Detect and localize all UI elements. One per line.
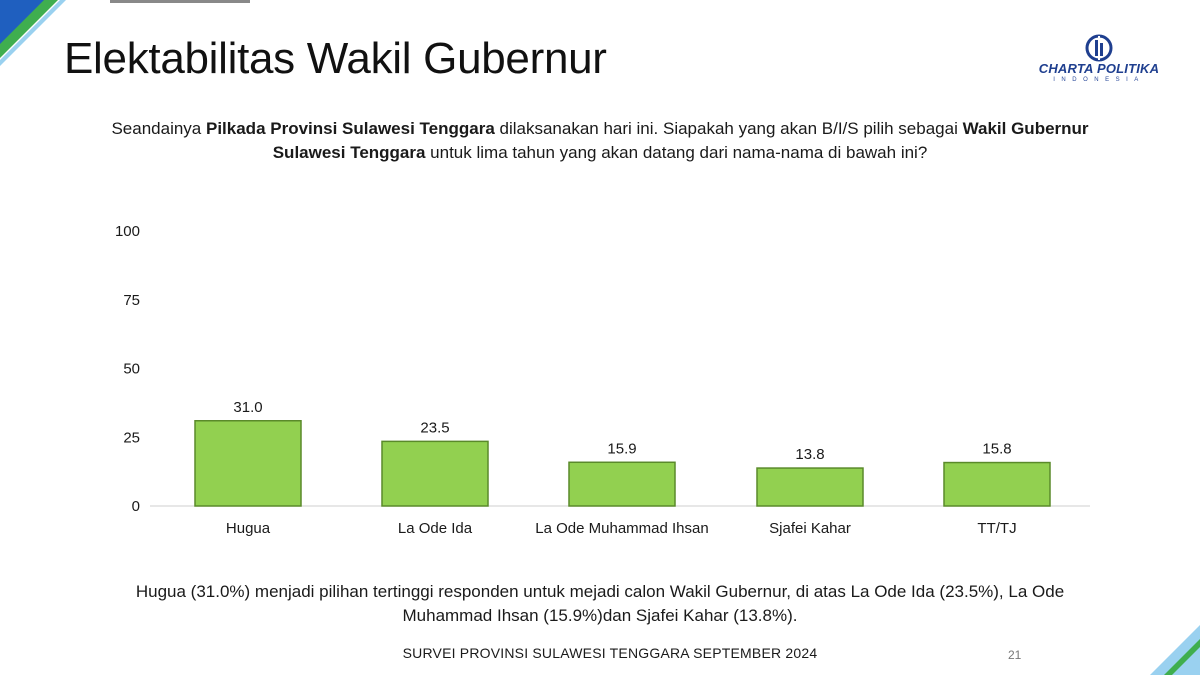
summary-line-2: Muhammad Ihsan (15.9%)dan Sjafei Kahar (… — [402, 606, 798, 625]
page-title: Elektabilitas Wakil Gubernur — [64, 34, 607, 83]
footer-survey-title: SURVEI PROVINSI SULAWESI TENGGARA SEPTEM… — [402, 645, 818, 661]
x-category-label: La Ode Ida — [398, 520, 473, 537]
bar-value-label: 15.8 — [982, 441, 1011, 458]
bar — [381, 440, 489, 507]
question-text-3: untuk lima tahun yang akan datang dari n… — [425, 143, 928, 162]
x-category-label: Hugua — [226, 520, 271, 537]
bar-value-label: 13.8 — [795, 446, 824, 463]
question-bold-1: Pilkada Provinsi Sulawesi Tenggara — [205, 119, 495, 138]
logo: CHARTA POLITIKA INDONESIA — [1026, 34, 1172, 90]
x-category-label: TT/TJ — [977, 520, 1016, 537]
page-number: 21 — [1008, 648, 1022, 662]
corner-decoration-bottom-right — [1150, 625, 1200, 675]
question-text-1: Seandainya — [111, 119, 206, 138]
corner-decoration-top-left — [0, 0, 66, 66]
bar-chart: 0 25 50 75 100 31.0 Hugua 23.5 La Ode Ida 15.9 La … — [115, 223, 1090, 537]
bar-value-label: 23.5 — [420, 419, 449, 436]
charta-politika-logo-icon — [1085, 34, 1113, 62]
y-tick-label: 0 — [132, 498, 140, 515]
y-tick-label: 50 — [123, 361, 140, 378]
survey-question: Seandainya Pilkada Provinsi Sulawesi Ten… — [90, 117, 1110, 165]
y-tick-label: 75 — [123, 292, 140, 309]
bar-value-label: 31.0 — [233, 399, 262, 416]
top-strip-decoration — [110, 0, 250, 3]
logo-name: CHARTA POLITIKA — [1038, 61, 1160, 76]
logo-subtitle: INDONESIA — [1053, 77, 1145, 83]
y-tick-label: 100 — [115, 223, 140, 240]
question-text-2: dilaksanakan hari ini. Siapakah yang aka… — [494, 119, 963, 138]
bar — [194, 420, 302, 507]
bar — [756, 467, 864, 507]
summary-line-1: Hugua (31.0%) menjadi pilihan tertinggi … — [135, 582, 1065, 601]
x-category-label: Sjafei Kahar — [769, 520, 851, 537]
bar — [943, 461, 1051, 507]
x-category-label: La Ode Muhammad Ihsan — [535, 520, 708, 537]
question-bold-2: Wakil Gubernur Sulawesi Tenggara — [272, 119, 1089, 162]
summary-text: Hugua (31.0%) menjadi pilihan tertinggi … — [70, 580, 1130, 628]
bar — [568, 461, 676, 507]
y-tick-label: 25 — [123, 429, 140, 446]
bar-value-label: 15.9 — [607, 440, 636, 457]
